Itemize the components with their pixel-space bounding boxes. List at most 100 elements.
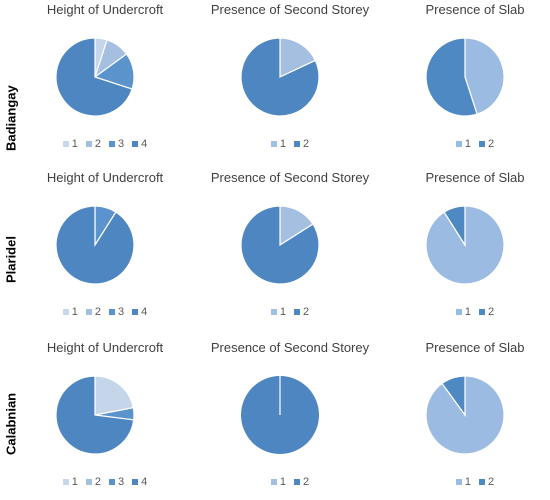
legend-swatch: [479, 309, 485, 315]
legend-item: 2: [85, 306, 101, 318]
legend-swatch: [455, 479, 462, 485]
legend-item: 3: [109, 306, 124, 318]
pie-panel-plaridel-height-of-undercroft: Height of Undercroft 1 2 3 4: [20, 170, 190, 330]
legend-swatch: [109, 309, 115, 315]
pie-svg: [425, 37, 505, 117]
legend-label: 2: [488, 306, 495, 318]
chart-legend: 1 2 3 4: [20, 476, 190, 488]
chart-title: Presence of Second Storey: [210, 2, 370, 17]
legend-swatch: [85, 141, 92, 147]
chart-legend: 1 2 3 4: [20, 306, 190, 318]
legend-swatch: [294, 479, 300, 485]
legend-label: 2: [488, 476, 495, 488]
pie-svg: [55, 37, 135, 117]
chart-title: Presence of Slab: [425, 340, 525, 355]
pie-slice-1: [464, 37, 505, 115]
legend-item: 1: [62, 306, 78, 318]
pie-svg: [240, 205, 320, 285]
legend-label: 2: [303, 476, 310, 488]
pie-svg: [425, 205, 505, 285]
legend-label: 2: [94, 138, 101, 150]
legend-item: 2: [294, 306, 309, 318]
legend-item: 3: [109, 138, 124, 150]
legend-item: 1: [62, 138, 78, 150]
legend-swatch: [455, 141, 462, 147]
pie-panel-badiangay-presence-of-slab: Presence of Slab 1 2: [390, 2, 550, 162]
legend-swatch: [270, 309, 277, 315]
pie-svg: [241, 376, 319, 454]
legend-item: 2: [479, 138, 494, 150]
legend-item: 2: [294, 138, 309, 150]
pie-slice-4: [55, 205, 135, 285]
legend-label: 1: [71, 306, 78, 318]
legend-item: 1: [455, 476, 471, 488]
pie-panel-badiangay-presence-of-second-storey: Presence of Second Storey 1 2: [205, 2, 375, 162]
chart-title: Height of Undercroft: [46, 340, 164, 355]
legend-swatch: [132, 309, 139, 315]
legend-item: 4: [132, 306, 147, 318]
legend-label: 2: [94, 306, 101, 318]
legend-swatch: [109, 141, 115, 147]
pie-slice-1: [279, 37, 317, 78]
pie-svg: [55, 205, 135, 285]
legend-swatch: [479, 141, 485, 147]
legend-swatch: [132, 141, 139, 147]
legend-item: 4: [132, 138, 147, 150]
legend-item: 2: [294, 476, 309, 488]
legend-label: 1: [279, 476, 286, 488]
legend-label: 1: [464, 476, 471, 488]
legend-swatch: [270, 141, 277, 147]
legend-item: 1: [270, 306, 286, 318]
chart-title: Height of Undercroft: [46, 2, 164, 17]
legend-label: 1: [71, 476, 78, 488]
pie-svg: [240, 37, 320, 117]
legend-label: 3: [118, 138, 125, 150]
chart-legend: 1 2 3 4: [20, 138, 190, 150]
legend-item: 1: [270, 476, 286, 488]
pie-slice-2: [240, 37, 320, 117]
legend-label: 1: [71, 138, 78, 150]
pie-panel-calabnian-presence-of-second-storey: Presence of Second Storey 1 2: [205, 340, 375, 500]
legend-label: 1: [279, 306, 286, 318]
legend-label: 3: [118, 476, 125, 488]
legend-item: 1: [455, 138, 471, 150]
pie-panel-plaridel-presence-of-slab: Presence of Slab 1 2: [390, 170, 550, 330]
legend-label: 3: [118, 306, 125, 318]
legend-label: 1: [279, 138, 286, 150]
legend-label: 4: [141, 306, 148, 318]
legend-label: 1: [464, 306, 471, 318]
chart-title: Presence of Second Storey: [210, 170, 370, 185]
legend-item: 2: [479, 306, 494, 318]
chart-grid: Badiangay Plaridel Calabnian Height of U…: [3, 2, 550, 488]
legend-swatch: [62, 309, 69, 315]
legend-swatch: [455, 309, 462, 315]
legend-swatch: [294, 141, 300, 147]
pie-slice-2: [425, 37, 478, 117]
chart-title: Presence of Slab: [425, 170, 525, 185]
legend-item: 2: [85, 476, 101, 488]
legend-swatch: [132, 479, 139, 485]
pie-panel-badiangay-height-of-undercroft: Height of Undercroft 1 2 3 4: [20, 2, 190, 162]
pie-panel-plaridel-presence-of-second-storey: Presence of Second Storey 1 2: [205, 170, 375, 330]
legend-label: 4: [141, 476, 148, 488]
legend-item: 2: [479, 476, 494, 488]
legend-label: 2: [303, 306, 310, 318]
legend-label: 2: [303, 138, 310, 150]
pie-svg: [55, 375, 135, 455]
legend-swatch: [62, 479, 69, 485]
pie-panel-calabnian-height-of-undercroft: Height of Undercroft 1 2 3 4: [20, 340, 190, 500]
pie-panel-calabnian-presence-of-slab: Presence of Slab 1 2: [390, 340, 550, 500]
legend-label: 2: [94, 476, 101, 488]
pie-slice-1: [94, 375, 135, 416]
pie-slice-2: [441, 375, 466, 417]
legend-item: 1: [62, 476, 78, 488]
legend-swatch: [479, 479, 485, 485]
chart-title: Height of Undercroft: [46, 170, 164, 185]
row-label-calabnian: Calabnian: [3, 392, 19, 456]
